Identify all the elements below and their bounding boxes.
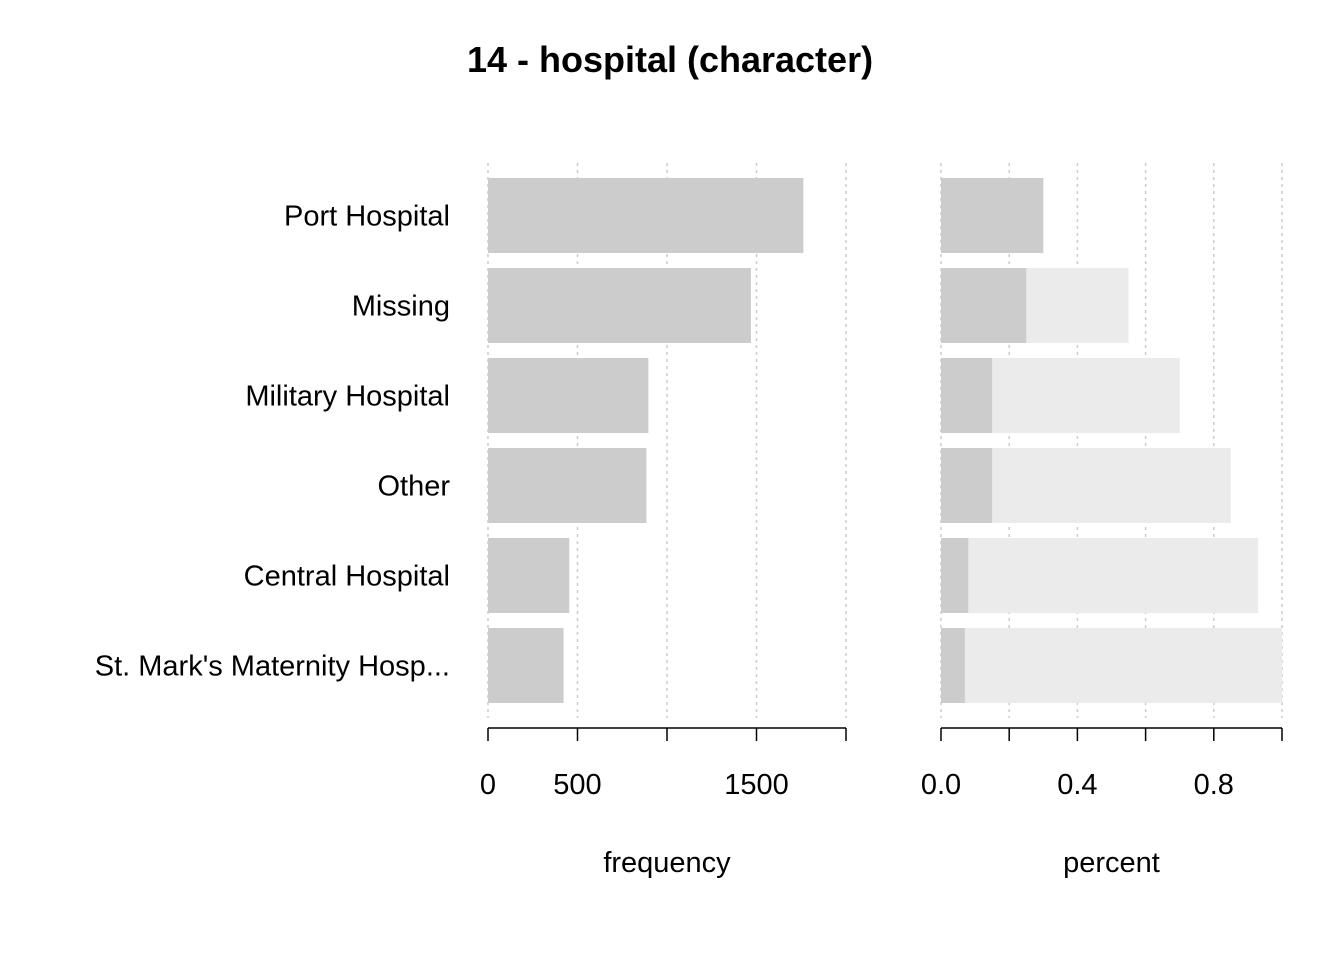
- percent-proportion-bar-other: [941, 448, 993, 523]
- percent-cumulative-bar-central-hospital: [941, 538, 1259, 613]
- frequency-panel: 0 500 1500 frequency: [480, 163, 847, 879]
- percent-proportion-bar-central-hospital: [941, 538, 969, 613]
- percent-proportion-bar-st-mark-s-maternity-hosp: [941, 628, 965, 703]
- frequency-value-bar-military-hospital: [488, 358, 649, 433]
- category-label-other: Other: [377, 471, 450, 503]
- percent-proportion-bar-port-hospital: [941, 178, 1044, 253]
- category-label-port-hospital: Port Hospital: [284, 201, 450, 233]
- frequency-value-bar-port-hospital: [488, 178, 804, 253]
- frequency-tick-label-1: 500: [553, 769, 601, 801]
- frequency-value-bar-st-mark-s-maternity-hosp: [488, 628, 564, 703]
- percent-tick-label-2: 0.8: [1194, 769, 1234, 801]
- category-label-military-hospital: Military Hospital: [245, 381, 450, 413]
- percent-cumulative-bar-st-mark-s-maternity-hosp: [941, 628, 1282, 703]
- percent-axis-title: percent: [1063, 847, 1160, 879]
- category-label-st-mark-s-maternity-hosp: St. Mark's Maternity Hosp...: [95, 651, 450, 683]
- category-label-central-hospital: Central Hospital: [244, 561, 450, 593]
- chart-title: 14 - hospital (character): [467, 39, 873, 80]
- percent-proportion-bar-missing: [941, 268, 1027, 343]
- percent-proportion-bar-military-hospital: [941, 358, 993, 433]
- frequency-value-bar-missing: [488, 268, 751, 343]
- frequency-tick-label-2: 1500: [724, 769, 789, 801]
- category-labels: Port Hospital Missing Military Hospital Oth…: [95, 201, 451, 683]
- frequency-tick-label-0: 0: [480, 769, 496, 801]
- percent-tick-label-0: 0.0: [921, 769, 961, 801]
- percent-panel: 0.0 0.4 0.8 percent: [921, 163, 1283, 879]
- category-label-missing: Missing: [352, 291, 450, 323]
- frequency-value-bar-central-hospital: [488, 538, 570, 613]
- frequency-axis-title: frequency: [603, 847, 731, 879]
- frequency-value-bar-other: [488, 448, 647, 523]
- percent-tick-label-1: 0.4: [1057, 769, 1097, 801]
